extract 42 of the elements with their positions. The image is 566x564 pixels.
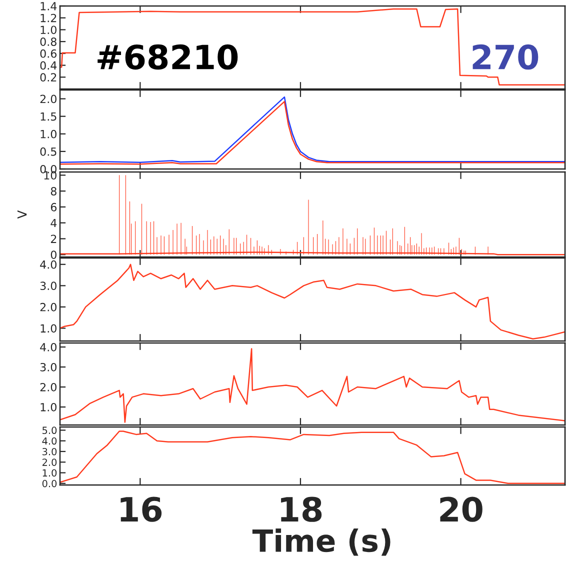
line-series	[60, 264, 565, 340]
x-tick-label: 16	[120, 496, 162, 522]
y-tick-label: 2	[50, 234, 56, 243]
y-tick-label: 2.0	[40, 302, 56, 312]
y-tick-label: 1.0	[40, 26, 56, 34]
x-tick-label: 18	[281, 496, 322, 522]
y-tick-label: 2.0	[40, 94, 56, 104]
y-tick-label: 3.0	[42, 448, 57, 456]
y-tick-label: 1.5	[40, 112, 56, 121]
y-tick-label: 6	[50, 202, 57, 212]
line-series	[60, 8, 565, 86]
y-tick-label: 2.0	[40, 382, 56, 392]
y-tick-label: 4	[50, 218, 57, 228]
y-tick-label: 1.0	[40, 324, 56, 333]
y-tick-label: 0.8	[40, 38, 56, 46]
y-tick-label: 10	[44, 171, 56, 180]
x-axis-title: Time (s)	[252, 528, 390, 556]
y-tick-label: 0.6	[40, 49, 57, 58]
y-tick-label: 4.0	[40, 342, 56, 352]
y-axis-title: V	[17, 210, 27, 219]
y-tick-label: 1.0	[42, 469, 57, 477]
y-tick-label: 0	[50, 250, 56, 259]
y-tick-label: 1.4	[40, 2, 57, 10]
y-tick-label: 2.0	[42, 458, 57, 466]
x-tick-label: 20	[440, 496, 482, 522]
annotation: 270	[472, 44, 538, 70]
y-tick-label: 4.0	[40, 260, 56, 269]
y-tick-label: 1.0	[40, 130, 56, 138]
y-tick-label: 0.5	[40, 147, 56, 156]
annotation: #68210	[98, 44, 238, 70]
y-tick-label: 0.2	[40, 73, 56, 82]
line-series	[60, 348, 565, 423]
y-tick-label: 3.0	[40, 362, 56, 372]
y-tick-label: 0.0	[42, 480, 57, 488]
y-tick-label: 0.4	[40, 61, 57, 70]
y-tick-label: 1.0	[40, 402, 56, 412]
y-tick-label: 1.2	[40, 14, 56, 22]
y-tick-label: 8	[50, 187, 56, 196]
y-tick-label: 5.0	[42, 426, 57, 434]
y-tick-label: 4.0	[42, 437, 57, 445]
y-tick-label: 0.0	[40, 164, 56, 174]
y-tick-label: 3.0	[40, 282, 56, 290]
